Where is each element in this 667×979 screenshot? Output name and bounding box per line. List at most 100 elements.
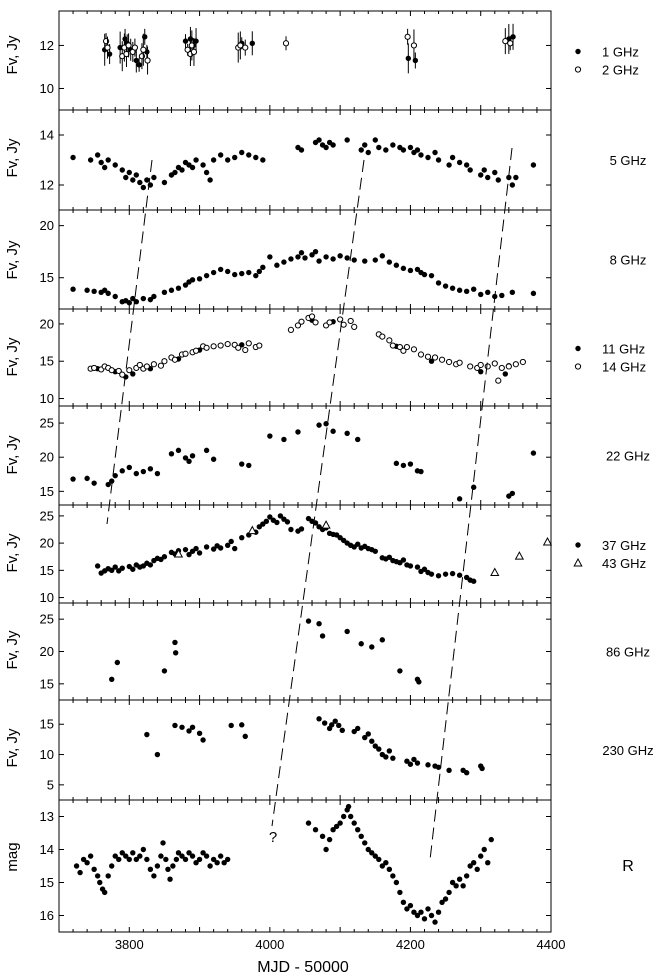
data-point <box>239 270 245 277</box>
data-point <box>478 368 484 375</box>
data-point <box>207 177 213 183</box>
data-point <box>400 462 407 469</box>
data-point <box>410 346 418 353</box>
data-point <box>182 455 189 461</box>
data-point <box>379 253 386 259</box>
legend-marker <box>573 557 583 567</box>
data-point <box>316 258 322 264</box>
data-point <box>470 484 477 490</box>
data-point <box>182 282 189 288</box>
data-point <box>91 480 97 486</box>
data-point <box>347 813 354 820</box>
data-point <box>369 850 375 856</box>
legend: 1 GHz 2 GHz <box>574 45 639 78</box>
data-point <box>386 748 393 754</box>
data-point <box>151 174 157 181</box>
data-point <box>330 256 336 262</box>
data-point <box>158 853 164 859</box>
data-point <box>133 299 140 305</box>
data-point <box>514 551 525 560</box>
data-point <box>372 137 378 143</box>
data-point <box>347 317 354 325</box>
y-axis-label: Fv, Jy <box>4 728 21 767</box>
data-point <box>351 728 357 735</box>
data-point <box>274 519 280 526</box>
data-point <box>355 827 361 833</box>
data-point <box>453 883 459 889</box>
data-point <box>91 866 97 872</box>
data-point <box>337 820 343 826</box>
data-point <box>245 340 252 347</box>
data-point <box>404 758 410 764</box>
data-point <box>481 846 487 853</box>
data-point <box>407 902 414 909</box>
series <box>144 716 485 776</box>
data-point <box>182 546 189 553</box>
data-point <box>490 567 500 577</box>
data-point <box>282 40 290 47</box>
data-point <box>112 162 118 168</box>
data-point <box>140 846 147 853</box>
data-point <box>228 538 234 545</box>
data-point <box>140 468 147 475</box>
data-point <box>485 860 491 866</box>
x-axis-label: MJD - 50000 <box>257 959 349 976</box>
data-point <box>449 154 456 161</box>
data-point <box>200 850 206 856</box>
y-tick-label: 14 <box>40 128 54 143</box>
data-point <box>119 468 125 474</box>
data-point <box>417 351 425 358</box>
data-point <box>189 724 196 730</box>
data-point <box>435 157 442 163</box>
data-point <box>369 738 375 744</box>
data-point <box>210 269 217 276</box>
data-point <box>351 323 358 331</box>
data-point <box>161 358 168 365</box>
data-point <box>260 264 266 271</box>
data-point <box>530 450 537 456</box>
data-point <box>478 853 484 859</box>
panel-frame <box>58 109 552 211</box>
data-point <box>446 767 452 774</box>
legend-marker <box>575 345 581 352</box>
data-point <box>383 860 389 866</box>
data-point <box>112 472 118 479</box>
y-axis-label: Fv, Jy <box>4 630 21 669</box>
data-point <box>260 157 266 163</box>
data-point <box>119 565 125 571</box>
data-point <box>463 162 470 168</box>
data-point <box>186 458 192 465</box>
legend-label: R <box>622 858 634 875</box>
data-point <box>179 853 185 859</box>
y-tick-label: 20 <box>40 316 54 331</box>
x-tick-label: 4400 <box>537 937 566 952</box>
data-point <box>509 182 516 188</box>
y-tick-label: 10 <box>40 590 54 605</box>
data-point <box>119 371 126 378</box>
data-point <box>182 856 189 863</box>
data-point <box>73 863 80 869</box>
data-point <box>154 751 161 758</box>
data-point <box>126 856 132 863</box>
data-point <box>439 899 445 905</box>
data-point <box>442 283 449 289</box>
data-point <box>421 271 428 278</box>
data-point <box>362 142 368 148</box>
data-point <box>161 668 168 674</box>
data-point <box>151 293 157 300</box>
y-axis-label: Fv, Jy <box>4 138 21 177</box>
y-tick-label: 14 <box>40 842 54 857</box>
data-point <box>288 256 294 262</box>
data-point <box>449 570 456 577</box>
data-point <box>246 462 252 469</box>
x-tick-label: 4000 <box>255 937 284 952</box>
data-point <box>91 364 98 372</box>
data-point <box>456 876 463 882</box>
data-point <box>217 545 224 551</box>
y-tick-label: 15 <box>40 270 54 285</box>
y-axis-label: mag <box>4 842 21 871</box>
y-tick-label: 20 <box>40 218 54 233</box>
data-point <box>456 359 463 366</box>
data-point <box>362 734 368 741</box>
data-point <box>312 827 319 833</box>
